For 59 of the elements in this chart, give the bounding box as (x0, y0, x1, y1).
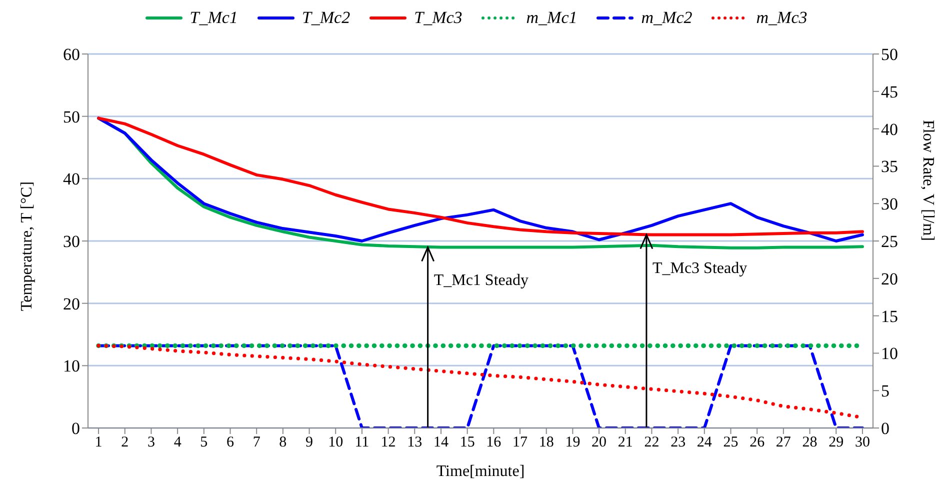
x-tick-label: 6 (226, 434, 234, 451)
x-tick-label: 18 (538, 434, 554, 451)
x-tick-label: 14 (433, 434, 449, 451)
x-tick-label: 12 (380, 434, 396, 451)
x-tick-label: 13 (407, 434, 422, 451)
y-tick-label: 30 (63, 232, 80, 252)
x-tick-label: 27 (776, 434, 792, 451)
y2-tick-label: 25 (881, 232, 898, 252)
x-tick-label: 21 (618, 434, 633, 451)
y2-tick-label: 10 (881, 344, 898, 364)
legend-label: T_Mc3 (414, 8, 462, 28)
y2-tick-label: 35 (881, 157, 898, 176)
y2-tick-label: 0 (881, 419, 890, 438)
y2-tick-label: 45 (881, 82, 898, 102)
y-tick-label: 10 (63, 356, 80, 376)
x-tick-label: 30 (854, 434, 870, 451)
x-tick-label: 25 (723, 434, 738, 451)
y-tick-label: 50 (63, 107, 80, 126)
x-tick-label: 3 (147, 434, 155, 451)
x-tick-label: 2 (121, 434, 129, 451)
x-tick-label: 16 (486, 434, 502, 451)
x-tick-label: 24 (696, 434, 712, 451)
x-tick-label: 5 (200, 434, 208, 451)
x-tick-label: 23 (670, 434, 686, 451)
x-tick-label: 17 (512, 434, 528, 451)
x-tick-label: 10 (328, 434, 344, 451)
legend-label: m_Mc3 (756, 8, 808, 28)
x-axis-title: Time[minute] (436, 463, 525, 480)
y-axis-title: Temperature, T [°C] (18, 181, 36, 311)
y-tick-label: 20 (63, 294, 80, 314)
y2-tick-label: 20 (881, 269, 898, 288)
x-tick-label: 1 (94, 434, 102, 451)
x-tick-label: 9 (306, 434, 314, 451)
y-tick-label: 0 (72, 419, 80, 438)
legend-label: T_Mc1 (190, 8, 238, 28)
legend-label: m_Mc1 (526, 8, 578, 28)
x-tick-label: 28 (802, 434, 818, 451)
x-tick-label: 11 (354, 434, 370, 451)
x-tick-label: 20 (592, 434, 607, 451)
x-tick-label: 7 (252, 434, 261, 451)
y-tick-label: 40 (63, 170, 80, 189)
legend-label: T_Mc2 (302, 8, 350, 28)
y2-axis-title: Flow Rate, V [l/m] (919, 120, 936, 241)
x-tick-label: 4 (174, 434, 182, 451)
y2-tick-label: 5 (881, 382, 890, 401)
x-tick-label: 19 (565, 434, 580, 451)
x-tick-label: 15 (460, 434, 475, 451)
x-tick-label: 22 (644, 434, 660, 451)
y2-tick-label: 40 (881, 120, 898, 139)
x-tick-label: 29 (828, 434, 844, 451)
x-tick-label: 8 (279, 434, 287, 451)
y-tick-label: 60 (63, 45, 80, 64)
x-tick-label: 26 (750, 434, 766, 451)
annotation: T_Mc1 Steady (434, 272, 528, 290)
y2-tick-label: 15 (881, 306, 898, 326)
legend-label: m_Mc2 (641, 8, 692, 28)
annotation: T_Mc3 Steady (652, 260, 748, 277)
y2-tick-label: 30 (881, 194, 898, 214)
y2-tick-label: 50 (881, 45, 898, 64)
